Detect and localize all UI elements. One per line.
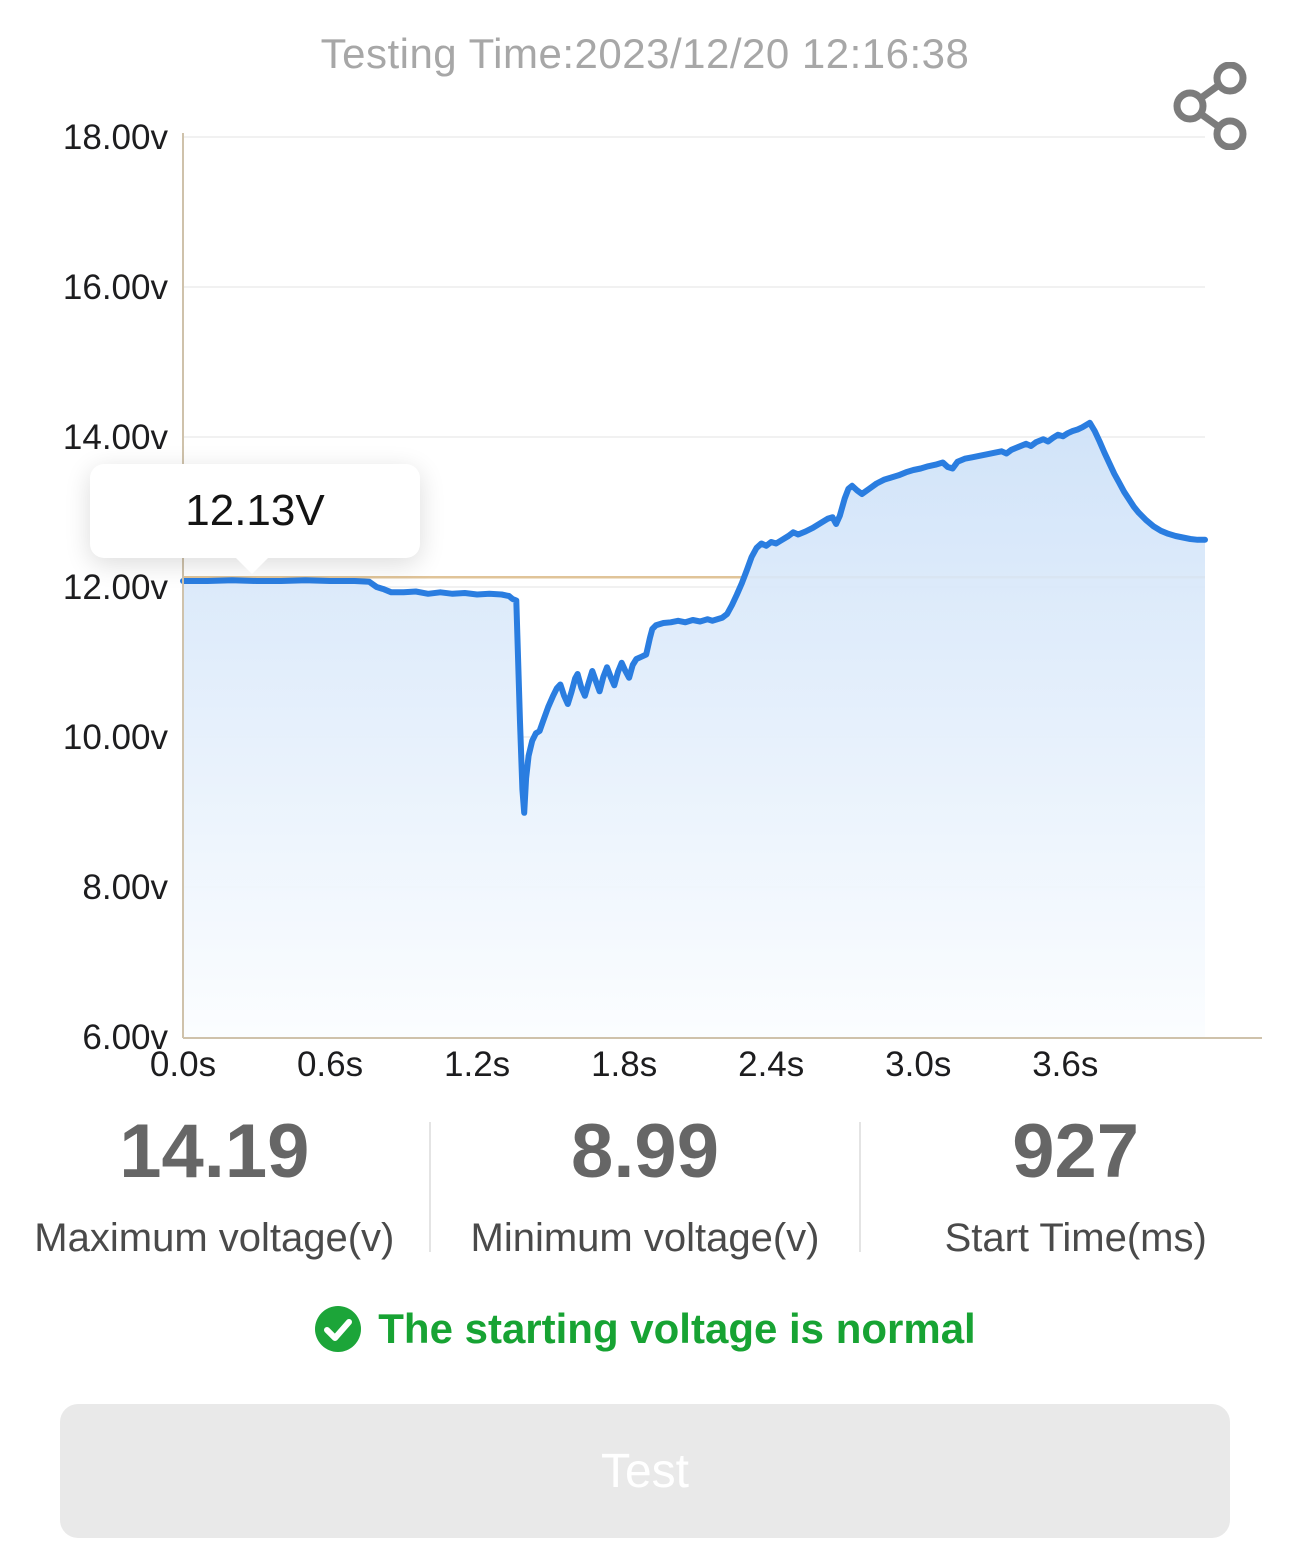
- y-tick-label: 18.00v: [63, 118, 169, 157]
- min-voltage-label: Minimum voltage(v): [470, 1215, 820, 1260]
- x-tick-label: 1.8s: [591, 1045, 657, 1084]
- y-tick-label: 16.00v: [63, 268, 169, 307]
- y-tick-label: 8.00v: [82, 868, 168, 907]
- x-tick-label: 0.0s: [150, 1045, 216, 1084]
- voltage-chart[interactable]: 6.00v 8.00v 10.00v 12.00v 14.00v 16.00v 18.00v…: [0, 0, 1290, 1095]
- test-button[interactable]: Test: [60, 1404, 1230, 1538]
- chart-tooltip: 12.13V: [90, 464, 420, 574]
- x-tick-label: 0.6s: [297, 1045, 363, 1084]
- start-time-label: Start Time(ms): [944, 1215, 1207, 1260]
- stats-row: 14.19 Maximum voltage(v) 8.99 Minimum vo…: [0, 1102, 1290, 1272]
- stat-start-time: 927 Start Time(ms): [861, 1102, 1290, 1272]
- y-tick-label: 6.00v: [82, 1018, 168, 1057]
- status-row: The starting voltage is normal: [0, 1305, 1290, 1353]
- x-tick-label: 1.2s: [444, 1045, 510, 1084]
- start-time-value: 927: [1012, 1108, 1140, 1194]
- status-text: The starting voltage is normal: [378, 1305, 976, 1352]
- share-icon[interactable]: [1168, 62, 1252, 150]
- y-tick-label: 14.00v: [63, 418, 169, 457]
- y-tick-label: 12.00v: [63, 568, 169, 607]
- x-tick-label: 3.0s: [885, 1045, 951, 1084]
- max-voltage-label: Maximum voltage(v): [34, 1215, 395, 1260]
- x-tick-label: 2.4s: [738, 1045, 804, 1084]
- y-tick-label: 10.00v: [63, 718, 169, 757]
- check-circle-icon: [315, 1306, 362, 1352]
- max-voltage-value: 14.19: [119, 1108, 310, 1194]
- tooltip-value: 12.13V: [185, 486, 325, 535]
- stat-divider: [859, 1122, 862, 1252]
- x-tick-label: 3.6s: [1032, 1045, 1098, 1084]
- min-voltage-value: 8.99: [571, 1108, 719, 1194]
- testing-time-title: Testing Time:2023/12/20 12:16:38: [320, 30, 970, 77]
- stat-min-voltage: 8.99 Minimum voltage(v): [431, 1102, 860, 1272]
- stat-divider: [428, 1122, 431, 1252]
- stat-max-voltage: 14.19 Maximum voltage(v): [0, 1102, 429, 1272]
- series-area: [183, 422, 1205, 1038]
- series-line: [180, 419, 1208, 816]
